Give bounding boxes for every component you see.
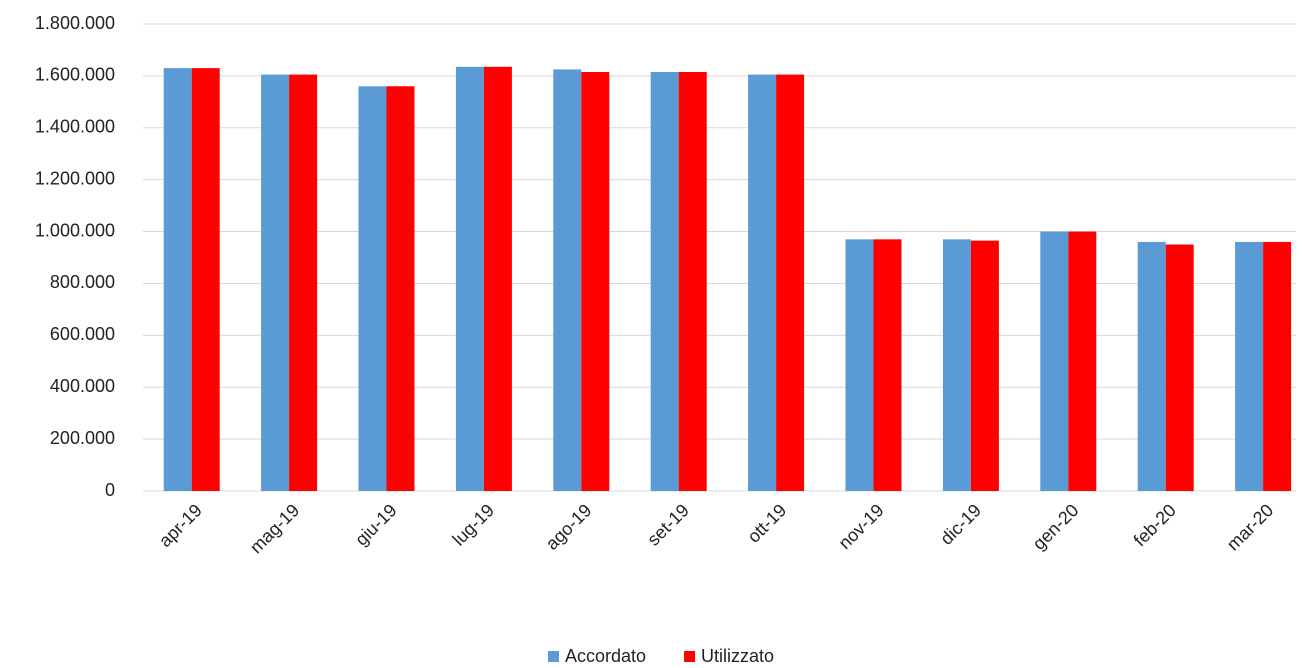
bar xyxy=(748,74,777,491)
x-tick-label: nov-19 xyxy=(835,500,888,553)
bar xyxy=(553,69,582,492)
bar xyxy=(386,86,415,492)
bar xyxy=(970,240,999,491)
legend-swatch xyxy=(548,651,559,662)
bar xyxy=(289,74,318,491)
x-tick-label: dic-19 xyxy=(936,500,985,549)
x-tick-label: apr-19 xyxy=(155,500,206,551)
y-tick-label: 400.000 xyxy=(50,376,115,396)
bar xyxy=(650,71,679,491)
y-tick-label: 0 xyxy=(105,480,115,500)
x-tick-label: set-19 xyxy=(643,500,693,550)
bar xyxy=(942,239,971,491)
bar xyxy=(358,86,387,492)
bar xyxy=(1137,241,1166,491)
bar xyxy=(873,239,902,491)
y-tick-label: 1.000.000 xyxy=(35,220,115,240)
x-tick-label: lug-19 xyxy=(449,500,499,550)
legend-swatch xyxy=(684,651,696,662)
bar xyxy=(455,66,484,491)
x-tick-label: gen-20 xyxy=(1029,500,1083,554)
bar xyxy=(1263,241,1292,491)
bar xyxy=(678,71,707,491)
y-tick-label: 200.000 xyxy=(50,428,115,448)
y-tick-label: 600.000 xyxy=(50,324,115,344)
bar xyxy=(581,71,610,491)
bar xyxy=(163,68,192,491)
bar xyxy=(1235,241,1264,491)
bar xyxy=(845,239,874,491)
y-tick-label: 1.200.000 xyxy=(35,168,115,188)
bar xyxy=(776,74,805,491)
bar xyxy=(1040,231,1069,492)
x-tick-label: ott-19 xyxy=(744,500,791,547)
x-tick-label: feb-20 xyxy=(1130,500,1180,550)
x-tick-label: ago-19 xyxy=(542,500,596,554)
x-tick-label: mag-19 xyxy=(246,500,303,557)
legend-label: Utilizzato xyxy=(701,646,774,666)
x-tick-label: giu-19 xyxy=(351,500,401,550)
y-tick-label: 1.800.000 xyxy=(35,13,115,33)
bar xyxy=(1068,231,1097,492)
x-tick-label: mar-20 xyxy=(1223,500,1277,554)
legend-label: Accordato xyxy=(565,646,646,666)
bar xyxy=(483,66,512,491)
y-tick-label: 1.600.000 xyxy=(35,65,115,85)
bar xyxy=(191,68,220,491)
y-tick-label: 1.400.000 xyxy=(35,117,115,137)
bar xyxy=(261,74,290,491)
y-tick-label: 800.000 xyxy=(50,272,115,292)
bar xyxy=(1165,244,1194,491)
